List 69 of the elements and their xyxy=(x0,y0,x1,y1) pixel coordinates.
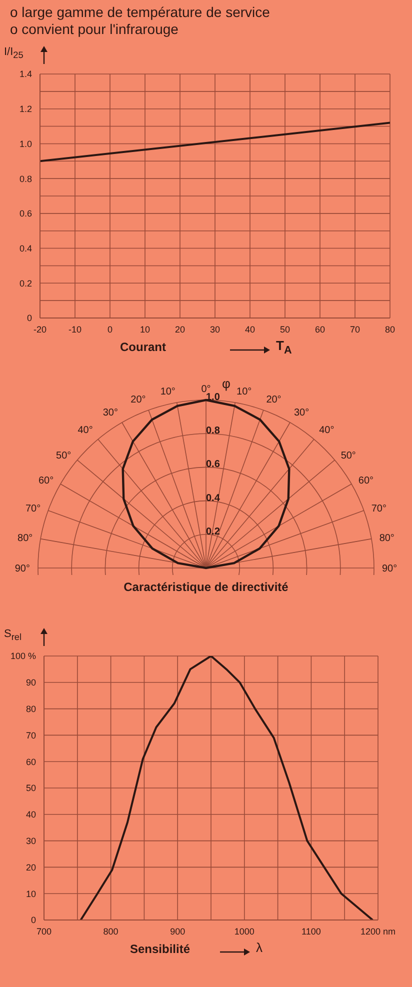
spoke-label: 50° xyxy=(340,450,356,462)
x-tick-label: 40 xyxy=(244,324,256,334)
y-tick-label: 70 xyxy=(26,730,36,740)
x-tick-label: 20 xyxy=(174,324,186,334)
x-tick-label: 1200 nm xyxy=(360,926,396,936)
y-tick-label: 1.4 xyxy=(19,69,32,80)
y-axis-title: S$_{rel}$ xyxy=(4,628,22,642)
spoke-label: 20° xyxy=(130,394,146,406)
y-tick-label: 0.4 xyxy=(206,492,220,504)
text: φ xyxy=(222,376,230,391)
text: Courant xyxy=(120,340,166,354)
spoke-label: 40° xyxy=(319,425,334,436)
y-tick-label: 0.6 xyxy=(206,459,220,470)
y-tick-label: 60 xyxy=(26,756,36,767)
y-tick-label: 90 xyxy=(26,678,36,688)
y-tick-label: 0.2 xyxy=(206,526,220,538)
y-tick-label: 10 xyxy=(26,888,36,899)
y-tick-label: 1.0 xyxy=(206,392,220,403)
text: o large gamme de température de service xyxy=(10,4,270,20)
x-tick-label: 60 xyxy=(314,324,326,334)
x-tick-label: 0 xyxy=(107,324,113,334)
y-tick-label: 0 xyxy=(30,915,36,926)
spoke-label: 30° xyxy=(294,408,310,419)
text: o convient pour l'infrarouge xyxy=(10,21,178,37)
x-tick-label: 80 xyxy=(384,324,396,334)
y-tick-label: 100 % xyxy=(10,651,36,662)
spoke-label: 20° xyxy=(266,394,282,406)
spoke-label: 80° xyxy=(379,532,394,544)
spoke-label: 70° xyxy=(371,503,387,514)
y-tick-label: 50 xyxy=(26,783,36,794)
text: Sensibilité xyxy=(130,942,190,956)
spoke-label: 10° xyxy=(236,386,252,398)
y-tick-label: 0.2 xyxy=(19,278,32,288)
spoke-label: 60° xyxy=(38,476,54,487)
x-tick-label: 800 xyxy=(103,926,118,936)
y-tick-label: 0 xyxy=(26,313,32,324)
text: Caractéristique de directivité xyxy=(124,580,288,594)
x-tick-label: 900 xyxy=(170,926,186,936)
y-tick-label: 40 xyxy=(26,810,36,820)
y-tick-label: 1.0 xyxy=(19,138,32,149)
y-tick-label: 0.8 xyxy=(19,174,32,184)
x-axis-title: λ xyxy=(256,940,262,955)
spoke-label: 40° xyxy=(78,425,93,436)
y-tick-label: 80 xyxy=(26,704,36,714)
x-tick-label: 700 xyxy=(36,926,52,936)
spoke-label: 90° xyxy=(382,564,398,575)
x-axis-title: T$_{A}$ xyxy=(276,338,292,357)
y-tick-label: 1.2 xyxy=(19,104,32,114)
y-tick-label: 30 xyxy=(26,836,36,846)
x-tick-label: 50 xyxy=(280,324,290,334)
y-tick-label: 20 xyxy=(26,862,36,872)
y-tick-label: 0.8 xyxy=(206,426,220,437)
spoke-label: 50° xyxy=(56,450,72,462)
spoke-label: 90° xyxy=(14,564,30,575)
x-tick-label: -10 xyxy=(68,324,82,334)
y-tick-label: 0.6 xyxy=(19,208,32,219)
spoke-label: 10° xyxy=(160,386,176,398)
x-tick-label: 1000 xyxy=(234,926,254,936)
y-axis-title: I/I$_{25}$ xyxy=(4,46,24,60)
x-tick-label: -20 xyxy=(33,324,47,334)
x-tick-label: 70 xyxy=(350,324,360,334)
spoke-label: 30° xyxy=(102,408,118,419)
line-series xyxy=(80,656,374,920)
x-tick-label: 10 xyxy=(140,324,150,334)
spoke-label: 70° xyxy=(25,503,41,514)
y-tick-label: 0.4 xyxy=(19,243,32,254)
spoke-label: 60° xyxy=(358,476,374,487)
spoke-label: 80° xyxy=(18,532,33,544)
x-tick-label: 1100 xyxy=(302,926,321,936)
